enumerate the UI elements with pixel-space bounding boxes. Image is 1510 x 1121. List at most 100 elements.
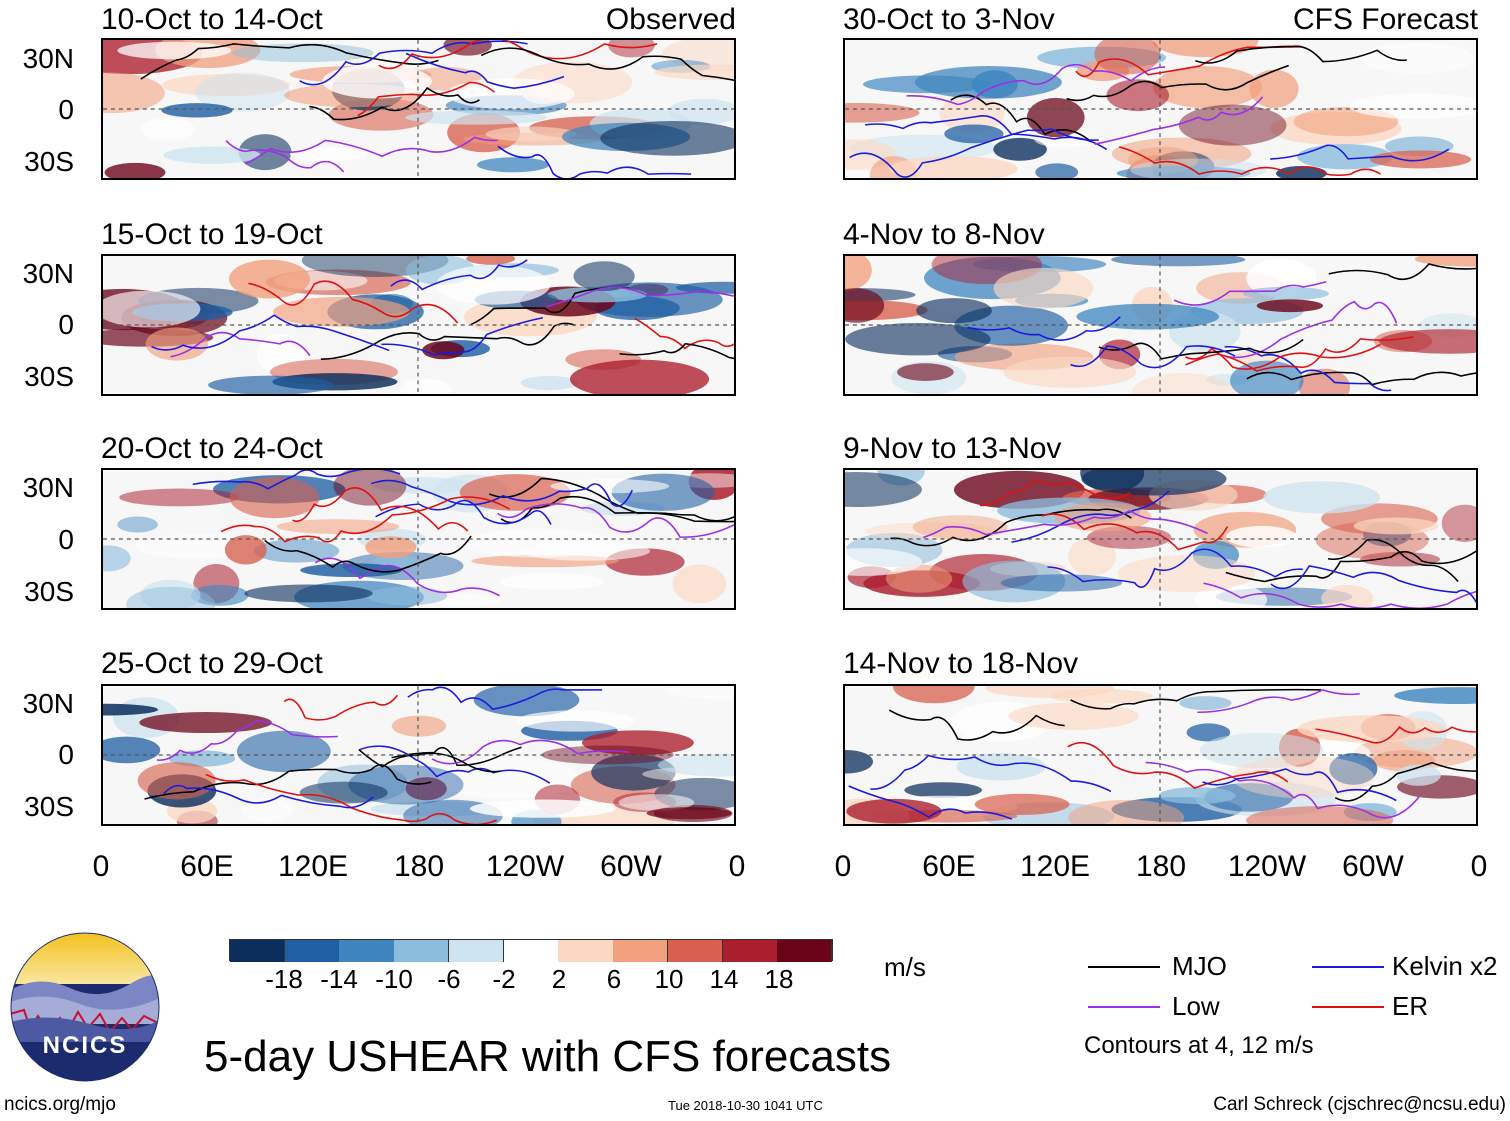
shear-blob xyxy=(1360,42,1475,74)
shear-blob xyxy=(126,586,216,608)
colorbar-tick: -18 xyxy=(265,964,303,994)
legend-line-mjo xyxy=(1088,966,1160,968)
contour-line xyxy=(1197,689,1360,714)
contour-line xyxy=(299,40,528,86)
shear-blob xyxy=(1026,97,1085,138)
contour-line xyxy=(870,754,1112,793)
colorbar-tick: 18 xyxy=(764,964,794,994)
contour-line xyxy=(619,342,734,360)
lon-label: 0 xyxy=(1470,850,1488,883)
contour-line xyxy=(407,686,603,711)
lon-label: 180 xyxy=(1135,850,1187,883)
panel-title: 4-Nov to 8-Nov xyxy=(843,218,1045,251)
shear-blob xyxy=(145,327,209,361)
contour-line xyxy=(1070,345,1236,369)
footer-timestamp: Tue 2018-10-30 1041 UTC xyxy=(668,1098,823,1113)
contour-line xyxy=(1328,263,1476,281)
contour-line xyxy=(205,773,498,824)
contour-line xyxy=(1334,761,1476,802)
shear-blob xyxy=(1226,525,1297,548)
shear-blob xyxy=(466,256,516,265)
shear-blob xyxy=(190,584,249,606)
colorbar xyxy=(229,939,833,962)
shear-blob xyxy=(1054,502,1152,532)
colorbar-cell xyxy=(777,940,833,962)
contour-line xyxy=(1075,46,1302,78)
shear-blob xyxy=(365,536,417,559)
shear-blob xyxy=(208,375,334,394)
shear-blob xyxy=(405,110,547,125)
shear-blob xyxy=(581,730,694,756)
shear-blob xyxy=(1246,806,1394,824)
contour-line xyxy=(1224,345,1392,392)
shear-field xyxy=(103,470,734,608)
contour-line xyxy=(220,496,511,543)
colorbar-cell xyxy=(503,940,559,962)
contour-line xyxy=(890,508,1132,547)
shear-blob xyxy=(846,798,942,824)
shear-field xyxy=(103,40,734,178)
legend-label: ER xyxy=(1392,991,1429,1021)
shear-blob xyxy=(1242,286,1329,301)
contour-line xyxy=(497,145,692,178)
contour-line xyxy=(192,470,401,490)
contour-line xyxy=(865,115,1108,151)
contour-line xyxy=(1047,548,1303,588)
colorbar-cell xyxy=(394,940,450,962)
shear-blob xyxy=(1094,40,1161,75)
contour-line xyxy=(1066,64,1289,102)
shear-blob xyxy=(1297,144,1393,170)
contour-line xyxy=(1011,490,1170,543)
shear-field xyxy=(103,686,734,824)
panel-left-4 xyxy=(101,684,736,826)
shear-blob xyxy=(1179,696,1232,711)
shear-blob xyxy=(939,95,1005,133)
contour-line xyxy=(1270,565,1476,604)
contour-line xyxy=(922,509,1208,539)
shear-blob xyxy=(889,156,1018,178)
shear-blob xyxy=(446,78,575,110)
shear-blob xyxy=(436,264,551,305)
shear-blob xyxy=(103,72,165,114)
panel-title: 25-Oct to 29-Oct xyxy=(101,647,323,680)
contour-line xyxy=(1118,146,1381,177)
shear-blob xyxy=(944,124,1004,144)
shear-blob xyxy=(1263,481,1381,514)
shear-blob xyxy=(600,120,734,156)
panel-title: 20-Oct to 24-Oct xyxy=(101,432,323,465)
shear-blob xyxy=(516,710,636,732)
shear-blob xyxy=(672,564,727,604)
contour-line xyxy=(381,316,543,356)
shear-blob xyxy=(591,754,676,791)
shear-blob xyxy=(914,66,1062,99)
shear-blob xyxy=(244,584,373,603)
lon-label: 60W xyxy=(600,850,662,883)
lat-label: 30S xyxy=(24,791,74,822)
footer-credit: Carl Schreck (cjschrec@ncsu.edu) xyxy=(1213,1094,1506,1115)
lon-label: 180 xyxy=(393,850,445,883)
shear-blob xyxy=(1003,356,1137,388)
shear-blob xyxy=(1186,723,1231,742)
shear-blob xyxy=(662,40,734,71)
contour-line xyxy=(371,479,633,507)
shear-blob xyxy=(1178,104,1287,146)
contour-line xyxy=(634,317,734,350)
shear-blob xyxy=(845,749,874,774)
shear-blob xyxy=(117,516,158,533)
ncics-logo-graphic xyxy=(10,932,160,1082)
lat-label: 0 xyxy=(58,739,74,770)
figure-title: 5-day USHEAR with CFS forecasts xyxy=(204,1032,892,1081)
contour-line xyxy=(156,719,338,761)
lat-label: 30N xyxy=(22,258,74,289)
shear-blob xyxy=(897,363,954,381)
shear-blob xyxy=(1130,158,1267,178)
panel-right-3 xyxy=(843,468,1478,610)
colorbar-tick: -10 xyxy=(375,964,413,994)
shear-blob xyxy=(422,341,465,360)
shear-blob xyxy=(985,686,1114,698)
legend-note: Contours at 4, 12 m/s xyxy=(1084,1032,1314,1059)
colorbar-cell xyxy=(667,940,724,962)
shear-blob xyxy=(1151,759,1237,773)
shear-blob xyxy=(163,146,261,164)
contour-line xyxy=(378,40,658,70)
